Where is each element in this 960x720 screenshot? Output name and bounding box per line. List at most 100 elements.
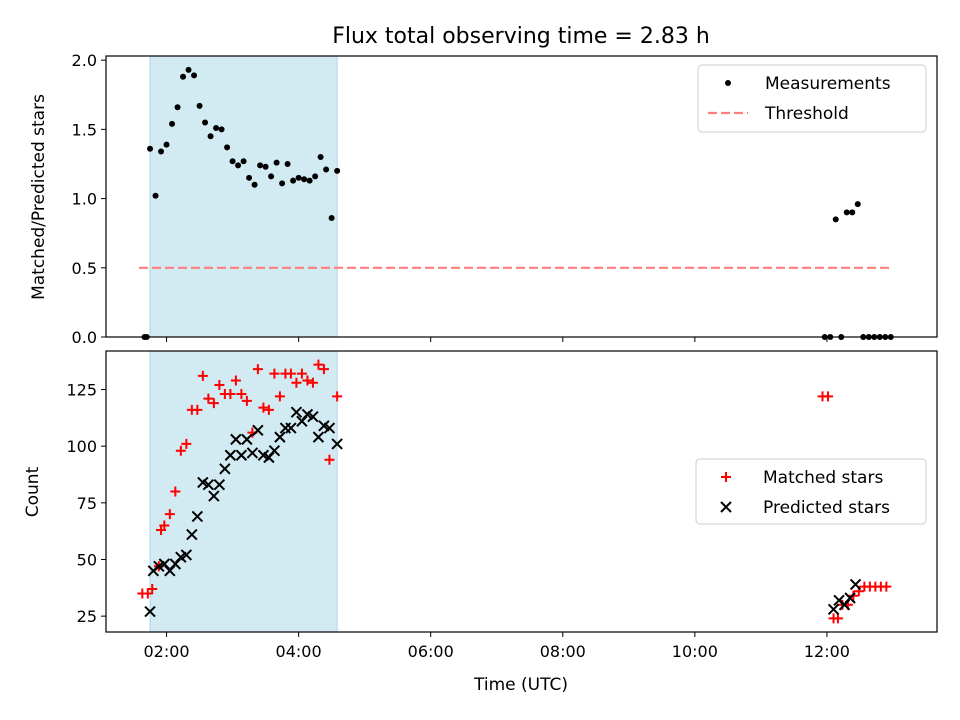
measurement-point xyxy=(854,201,861,208)
measurement-point xyxy=(334,167,341,174)
y-tick-label: 125 xyxy=(66,381,97,400)
measurement-point xyxy=(169,120,176,127)
count-y-axis-label: Count xyxy=(23,466,43,517)
measurement-point xyxy=(306,177,313,184)
measurement-point xyxy=(295,174,302,181)
y-tick-label: 2.0 xyxy=(72,51,97,70)
x-tick-label: 12:00 xyxy=(804,642,850,661)
matched-star-point xyxy=(225,389,236,400)
matched-star-point xyxy=(881,581,892,592)
legend-label: Matched stars xyxy=(763,468,883,488)
predicted-star-point xyxy=(331,438,343,450)
measurement-point xyxy=(246,174,253,181)
measurement-point xyxy=(257,162,264,169)
count-legend: Matched stars Predicted stars xyxy=(695,458,927,525)
matched-star-point xyxy=(318,364,329,375)
predicted-star-point xyxy=(290,406,303,418)
measurement-point xyxy=(174,104,181,111)
ratio-y-axis: 0.0 0.5 1.0 1.5 2.0 xyxy=(72,51,106,347)
matched-star-point xyxy=(291,377,302,388)
y-tick-label: 100 xyxy=(66,437,97,456)
measurement-point xyxy=(180,73,187,80)
predicted-star-point xyxy=(230,433,242,446)
predicted-star-point xyxy=(844,592,856,604)
matched-star-point xyxy=(302,375,313,386)
measurement-point xyxy=(328,214,335,221)
measurement-point xyxy=(196,102,203,109)
predicted-star-point xyxy=(191,510,204,523)
predicted-star-point xyxy=(241,433,253,446)
count-plot-frame xyxy=(105,350,938,633)
count-plot-marks xyxy=(137,359,892,624)
measurement-point xyxy=(218,126,225,133)
y-tick-label: 0.5 xyxy=(72,259,97,278)
legend-label: Predicted stars xyxy=(763,498,890,518)
measurement-point xyxy=(279,180,286,187)
measurement-point xyxy=(213,124,220,131)
matched-star-point xyxy=(192,404,203,415)
matched-star-point xyxy=(241,395,252,406)
ratio-y-axis-label: Matched/Predicted stars xyxy=(29,94,49,300)
measurement-point xyxy=(158,148,165,155)
measurement-point xyxy=(147,145,154,152)
predicted-star-point xyxy=(268,445,281,457)
measurement-point xyxy=(185,66,192,73)
matched-star-point xyxy=(332,391,343,402)
predicted-star-point xyxy=(180,549,193,561)
predicted-star-point xyxy=(224,449,237,461)
matched-star-point xyxy=(175,445,186,456)
ratio-panel: 0.00.51.01.52.0 Matched/Predicted stars … xyxy=(29,51,938,347)
predicted-star-point xyxy=(186,528,198,541)
matched-star-point xyxy=(230,375,241,386)
measurement-point xyxy=(290,177,297,184)
matched-star-point xyxy=(296,368,307,379)
measurement-point xyxy=(323,166,330,173)
measurement-point xyxy=(235,162,242,169)
y-tick-label: 0.0 xyxy=(72,328,97,347)
observing-span-rect xyxy=(149,55,338,338)
matched-star-point xyxy=(203,393,214,404)
chart-title: Flux total observing time = 2.83 h xyxy=(332,24,710,49)
predicted-star-point xyxy=(144,605,156,618)
matched-star-point xyxy=(269,368,280,379)
ratio-legend: Measurements Threshold xyxy=(697,64,927,133)
matched-star-point xyxy=(142,588,153,599)
x-tick-label: 02:00 xyxy=(143,642,189,661)
matched-star-point xyxy=(181,438,192,449)
count-x-axis: 02:00 04:00 06:00 08:00 10:00 12:00 xyxy=(143,632,850,661)
predicted-star-point xyxy=(307,411,319,423)
predicted-star-point xyxy=(312,431,325,443)
count-panel: 25 50 75 100 125 02:00 04:00 06:00 08:00 10:00 12… xyxy=(23,350,938,661)
measurement-point xyxy=(832,216,839,223)
measurement-point xyxy=(207,133,214,140)
legend-box xyxy=(695,458,927,525)
legend-marker xyxy=(721,472,731,482)
matched-star-point xyxy=(159,520,170,531)
matched-star-point xyxy=(823,391,834,402)
predicted-star-point xyxy=(274,431,286,443)
legend-label: Measurements xyxy=(765,74,891,94)
matched-star-point xyxy=(274,391,285,402)
predicted-star-point xyxy=(323,422,336,434)
y-tick-label: 25 xyxy=(77,607,97,626)
ratio-x-axis xyxy=(166,337,828,342)
x-axis-label: Time (UTC) xyxy=(473,675,568,695)
matched-star-point xyxy=(252,364,263,375)
matched-star-point xyxy=(170,486,181,497)
measurement-point xyxy=(202,119,209,126)
measurement-point xyxy=(273,159,280,166)
y-tick-label: 1.0 xyxy=(72,190,97,209)
predicted-star-point xyxy=(213,478,226,491)
matched-star-point xyxy=(197,370,208,381)
predicted-star-point xyxy=(285,422,297,434)
measurement-point xyxy=(240,158,247,165)
matched-star-point xyxy=(324,454,335,465)
matched-star-point xyxy=(164,509,175,520)
measurement-point xyxy=(191,72,198,79)
predicted-star-point xyxy=(219,463,231,475)
measurement-point xyxy=(849,209,856,216)
observing-span-highlight xyxy=(149,350,338,633)
x-tick-label: 04:00 xyxy=(276,642,322,661)
predicted-star-point xyxy=(849,578,862,591)
measurement-point xyxy=(262,163,269,170)
